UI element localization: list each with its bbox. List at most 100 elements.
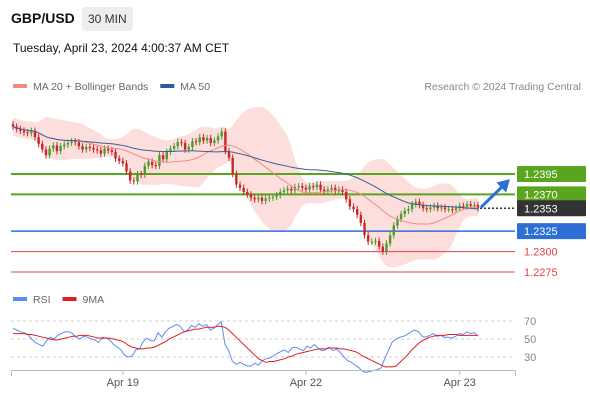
level-label-support: 1.2300 [524, 247, 558, 259]
candle-body [469, 204, 472, 206]
candle-body [363, 223, 366, 236]
key-levels [11, 173, 515, 273]
candle-body [136, 174, 139, 182]
candle-body [139, 174, 143, 175]
candle-body [85, 147, 88, 150]
candle-body [165, 151, 168, 160]
candle-body [70, 141, 73, 143]
candle-body [202, 137, 205, 141]
rsi-tick-label: 30 [524, 352, 536, 364]
candle-body [414, 201, 417, 205]
datetime-label: Tuesday, April 23, 2024 4:00:37 AM CET [13, 41, 230, 55]
candle-body [312, 186, 315, 188]
candle-body [260, 197, 264, 201]
candle-body [22, 130, 26, 133]
level-labels: 1.2395 1.2370 1.2325 1.2300 1.2275 1.2353 [517, 166, 586, 279]
candle-body [344, 191, 348, 200]
rsi-legend-swatch [13, 297, 27, 301]
x-tick-label: Apr 22 [290, 377, 322, 389]
candle-body [476, 205, 480, 209]
candle-body [132, 180, 136, 182]
x-axis: Apr 19 Apr 22 Apr 23 [11, 370, 516, 389]
candle-body [161, 155, 165, 160]
candle-body [125, 163, 128, 172]
last-price-label: 1.2353 [524, 203, 558, 215]
candle-body [315, 184, 319, 188]
x-tick-label: Apr 19 [107, 377, 139, 389]
rsi-series-9ma [13, 325, 478, 368]
candle-body [308, 186, 311, 190]
candle-body [443, 207, 447, 210]
candle-body [370, 241, 374, 243]
level-badge-pivot [517, 223, 586, 240]
candle-body [462, 205, 465, 207]
candle-body [147, 161, 150, 166]
candle-body [81, 146, 84, 150]
candle-body [374, 240, 377, 242]
candle-body [326, 189, 330, 192]
candle-body [279, 191, 282, 196]
candle-body [257, 197, 260, 200]
candle-body [301, 186, 304, 188]
candle-body [304, 187, 308, 190]
candle-body [253, 197, 256, 200]
candle-body [268, 197, 271, 199]
candle-body [194, 141, 198, 143]
candle-body [213, 140, 216, 143]
candle-body [465, 204, 469, 207]
candle-body [150, 161, 154, 166]
candle-body [246, 191, 249, 195]
candle-body [99, 150, 103, 154]
candle-body [11, 124, 15, 127]
candle-body [191, 141, 194, 148]
candle-body [432, 205, 436, 208]
candle-body [319, 184, 322, 190]
candle-body [30, 130, 33, 134]
candle-body [242, 187, 245, 192]
ma50-line [12, 126, 479, 210]
candle-body [396, 218, 399, 226]
symbol-title: GBP/USD [11, 10, 75, 26]
candle-body [447, 209, 450, 211]
price-legend: MA 20 + Bollinger Bands MA 50 Research © 2… [13, 81, 581, 93]
candle-body [429, 207, 432, 210]
candle-body [121, 160, 125, 164]
candle-body [290, 188, 293, 191]
candle-body [66, 142, 70, 145]
legend-label: MA 50 [180, 81, 210, 93]
legend-swatch [13, 84, 27, 88]
candle-body [436, 205, 439, 209]
level-badge-resistance [517, 186, 586, 203]
candle-body [282, 190, 286, 192]
candle-body [216, 136, 220, 141]
candle-body [33, 130, 37, 138]
candle-body [183, 142, 187, 150]
timeframe-badge[interactable]: 30 MIN [82, 7, 133, 31]
level-badge-resistance [517, 166, 586, 182]
candle-body [74, 141, 77, 143]
candles [11, 120, 480, 255]
attribution-text: Research © 2024 Trading Central [424, 81, 581, 93]
candle-body [26, 132, 29, 134]
candle-body [425, 208, 428, 210]
candle-body [180, 142, 183, 144]
candle-body [399, 214, 403, 219]
rsi-series-rsi [12, 321, 479, 373]
last-price-badge [517, 200, 586, 217]
candle-body [231, 157, 234, 174]
candle-body [352, 206, 355, 210]
candle-body [286, 188, 289, 191]
candle-body [209, 138, 212, 143]
candle-body [88, 147, 92, 149]
projection-arrow-head [496, 179, 510, 193]
candle-body [37, 137, 40, 144]
candle-body [410, 204, 414, 210]
candle-body [275, 195, 278, 197]
candle-body [473, 205, 476, 207]
candle-body [297, 186, 300, 188]
candle-body [227, 151, 231, 158]
candle-body [366, 235, 370, 242]
candle-body [158, 155, 161, 166]
candle-body [355, 209, 359, 215]
